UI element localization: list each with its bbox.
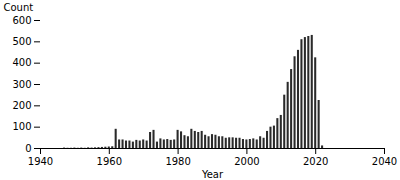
svg-text:1960: 1960 bbox=[97, 156, 122, 167]
svg-text:2040: 2040 bbox=[372, 156, 397, 167]
svg-text:600: 600 bbox=[12, 15, 31, 26]
svg-text:400: 400 bbox=[12, 57, 31, 68]
svg-text:300: 300 bbox=[12, 79, 31, 90]
svg-text:2020: 2020 bbox=[303, 156, 328, 167]
svg-text:500: 500 bbox=[12, 36, 31, 47]
svg-text:0: 0 bbox=[25, 143, 31, 154]
svg-text:200: 200 bbox=[12, 100, 31, 111]
svg-text:Year: Year bbox=[201, 169, 224, 180]
svg-text:1940: 1940 bbox=[28, 156, 53, 167]
svg-text:1980: 1980 bbox=[165, 156, 190, 167]
svg-text:100: 100 bbox=[12, 121, 31, 132]
svg-text:2000: 2000 bbox=[234, 156, 259, 167]
svg-text:Count: Count bbox=[4, 2, 34, 13]
